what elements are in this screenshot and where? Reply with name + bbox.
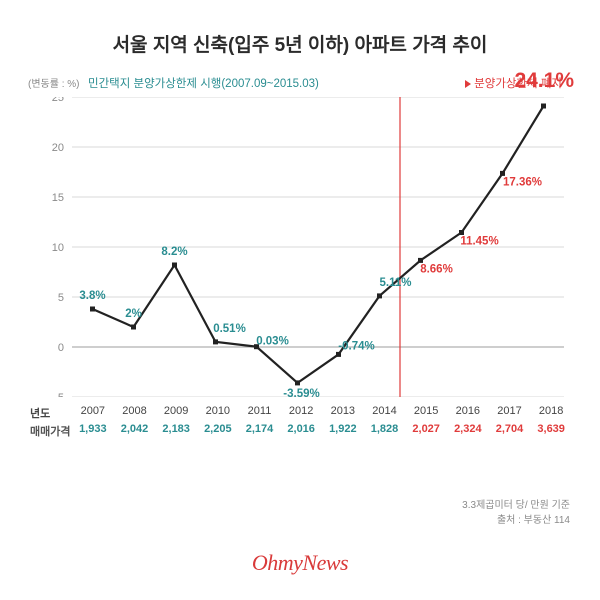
year-cell: 2012 xyxy=(280,405,322,421)
price-cell: 2,016 xyxy=(280,423,322,439)
year-header: 년도 xyxy=(28,405,72,421)
svg-text:-0.74%: -0.74% xyxy=(338,340,374,352)
price-cell: 2,183 xyxy=(155,423,197,439)
chart-title: 서울 지역 신축(입주 5년 이하) 아파트 가격 추이 xyxy=(28,30,572,57)
svg-text:20: 20 xyxy=(52,142,64,154)
price-cell: 2,704 xyxy=(489,423,531,439)
price-cell: 2,027 xyxy=(405,423,447,439)
year-cell: 2011 xyxy=(239,405,281,421)
price-cell: 2,174 xyxy=(239,423,281,439)
legend-left: 민간택지 분양가상한제 시행(2007.09~2015.03) xyxy=(88,75,319,91)
year-cell: 2018 xyxy=(530,405,572,421)
year-cell: 2016 xyxy=(447,405,489,421)
brand-logo: OhmyNews xyxy=(0,550,600,576)
footnotes: 3.3제곱미터 당/ 만원 기준 출처 : 부동산 114 xyxy=(462,498,570,528)
year-cell: 2015 xyxy=(405,405,447,421)
svg-text:0.51%: 0.51% xyxy=(213,323,246,335)
chart-container: 서울 지역 신축(입주 5년 이하) 아파트 가격 추이 (변동률 : %) 민… xyxy=(0,0,600,600)
line-chart-svg: -5 0 5 10 15 20 25 3.8% 2% 8.2% 0.51% 0.03% -3.59% -… xyxy=(28,97,572,397)
year-cell: 2013 xyxy=(322,405,364,421)
svg-text:2%: 2% xyxy=(125,308,142,320)
highlight-last-value: 24.1% xyxy=(514,69,574,93)
x-years-row: 년도 2007200820092010201120122013201420152… xyxy=(28,405,572,421)
svg-text:8.2%: 8.2% xyxy=(161,246,187,258)
price-header: 매매가격 xyxy=(28,423,72,439)
svg-text:11.45%: 11.45% xyxy=(460,236,498,248)
svg-text:-5: -5 xyxy=(54,392,64,397)
price-cell: 1,922 xyxy=(322,423,364,439)
svg-text:-3.59%: -3.59% xyxy=(283,388,319,397)
svg-text:0: 0 xyxy=(58,342,64,354)
chart-area: (변동률 : %) 민간택지 분양가상한제 시행(2007.09~2015.03… xyxy=(28,75,572,445)
x-prices-row: 매매가격 1,9332,0422,1832,2052,1742,0161,922… xyxy=(28,423,572,439)
svg-text:10: 10 xyxy=(52,242,64,254)
svg-text:0.03%: 0.03% xyxy=(256,336,289,348)
price-cell: 2,042 xyxy=(114,423,156,439)
legend-row: 민간택지 분양가상한제 시행(2007.09~2015.03) 분양가상한제 폐… xyxy=(88,75,562,91)
price-cell: 2,205 xyxy=(197,423,239,439)
svg-text:5: 5 xyxy=(58,292,64,304)
svg-text:8.66%: 8.66% xyxy=(420,263,453,275)
year-cell: 2014 xyxy=(364,405,406,421)
year-cell: 2009 xyxy=(155,405,197,421)
svg-text:5.11%: 5.11% xyxy=(380,277,412,289)
footnote-2: 출처 : 부동산 114 xyxy=(462,513,570,528)
yaxis-unit-label: (변동률 : %) xyxy=(28,75,80,90)
svg-text:15: 15 xyxy=(52,192,64,204)
price-cell: 2,324 xyxy=(447,423,489,439)
price-cell: 3,639 xyxy=(530,423,572,439)
price-cell: 1,933 xyxy=(72,423,114,439)
year-cell: 2008 xyxy=(114,405,156,421)
svg-text:3.8%: 3.8% xyxy=(79,290,105,302)
footnote-1: 3.3제곱미터 당/ 만원 기준 xyxy=(462,498,570,513)
svg-text:25: 25 xyxy=(52,97,64,104)
year-cell: 2010 xyxy=(197,405,239,421)
year-cell: 2007 xyxy=(72,405,114,421)
svg-text:17.36%: 17.36% xyxy=(503,176,542,188)
triangle-right-icon xyxy=(465,80,471,88)
price-cell: 1,828 xyxy=(364,423,406,439)
year-cell: 2017 xyxy=(489,405,531,421)
